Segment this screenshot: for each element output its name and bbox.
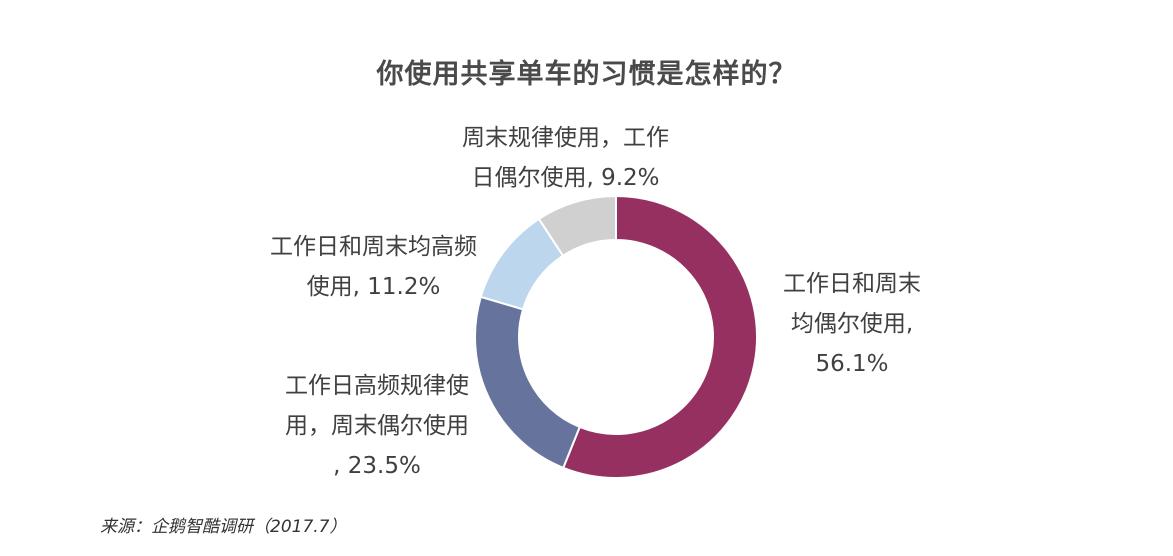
slice-label-line: 56.1% — [815, 351, 889, 377]
source-note: 来源：企鹅智酷调研（2017.7） — [100, 517, 347, 537]
donut-slice — [537, 194, 617, 258]
slice-label-weekday-high-weekend-occasional: 工作日高频规律使 用，周末偶尔使用 , 23.5% — [285, 366, 469, 486]
slice-label-line: 日偶尔使用, 9.2% — [471, 165, 660, 191]
donut-slice — [561, 194, 758, 479]
donut-slice — [474, 295, 582, 470]
slice-label-line: , 23.5% — [333, 453, 421, 479]
slice-label-line: 均偶尔使用, — [790, 311, 914, 337]
slice-label-line: 工作日和周末均高频 — [270, 234, 477, 260]
slice-label-weekday-weekend-occasional: 工作日和周末 均偶尔使用, 56.1% — [783, 264, 921, 384]
slice-label-line: 工作日和周末 — [783, 271, 921, 297]
slice-label-weekend-regular-weekday-occasional: 周末规律使用，工作 日偶尔使用, 9.2% — [462, 118, 669, 198]
chart-title: 你使用共享单车的习惯是怎样的？ — [376, 59, 797, 90]
slice-label-weekday-weekend-high: 工作日和周末均高频 使用, 11.2% — [270, 227, 477, 307]
slice-label-line: 使用, 11.2% — [306, 274, 441, 300]
slice-label-line: 工作日高频规律使 — [285, 373, 469, 399]
slice-label-line: 周末规律使用，工作 — [462, 125, 669, 151]
slice-label-line: 用，周末偶尔使用 — [285, 413, 469, 439]
